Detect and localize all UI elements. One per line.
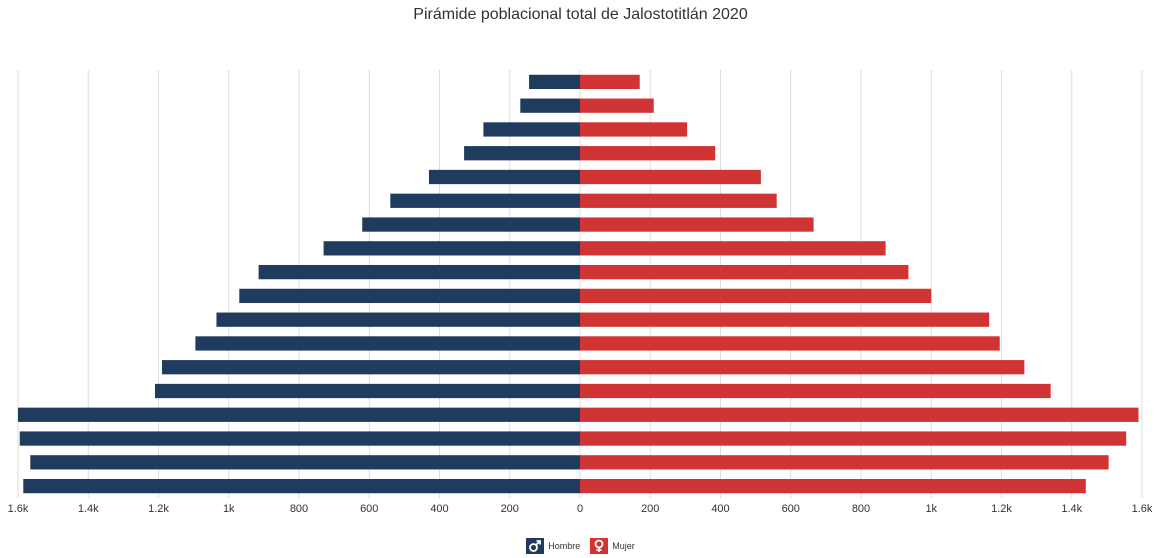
population-pyramid-chart: 1.6k 1.4k 1.2k 1k 800 600 400 200 0 200 400 600 800 1… bbox=[8, 70, 1153, 515]
bar-hombre[interactable] bbox=[520, 98, 580, 113]
x-axis: 1.6k 1.4k 1.2k 1k 800 600 400 200 0 200 400 600 800 1… bbox=[8, 503, 1153, 515]
x-tick-label: 1k bbox=[925, 503, 937, 515]
bar-hombre[interactable] bbox=[239, 288, 580, 304]
bar-hombre[interactable] bbox=[483, 122, 580, 137]
bar-hombre[interactable] bbox=[195, 336, 580, 351]
legend-item-mujer[interactable]: Mujer bbox=[590, 538, 635, 554]
x-tick-label: 1.4k bbox=[78, 503, 99, 515]
bar-mujer[interactable] bbox=[580, 383, 1051, 399]
legend: Hombre Mujer bbox=[0, 538, 1161, 554]
bar-mujer[interactable] bbox=[580, 431, 1127, 446]
bar-hombre[interactable] bbox=[23, 478, 581, 494]
bar-hombre[interactable] bbox=[154, 383, 581, 399]
x-tick-label: 1.6k bbox=[8, 503, 29, 515]
bar-mujer[interactable] bbox=[580, 74, 640, 90]
x-tick-label: 400 bbox=[430, 503, 448, 515]
bar-mujer[interactable] bbox=[580, 407, 1139, 422]
bar-mujer[interactable] bbox=[580, 169, 761, 185]
bar-hombre[interactable] bbox=[362, 217, 580, 232]
bar-mujer[interactable] bbox=[580, 360, 1025, 375]
bar-mujer[interactable] bbox=[580, 455, 1109, 470]
x-tick-label: 600 bbox=[360, 503, 378, 515]
legend-item-hombre[interactable]: Hombre bbox=[526, 538, 580, 554]
x-tick-label: 1.6k bbox=[1132, 503, 1153, 515]
x-tick-label: 600 bbox=[782, 503, 800, 515]
x-tick-label: 1.2k bbox=[148, 503, 169, 515]
bars bbox=[18, 74, 1139, 494]
x-tick-label: 200 bbox=[501, 503, 519, 515]
legend-label-mujer: Mujer bbox=[612, 541, 635, 551]
bar-hombre[interactable] bbox=[19, 431, 581, 446]
bar-mujer[interactable] bbox=[580, 193, 777, 208]
x-tick-label: 200 bbox=[641, 503, 659, 515]
x-tick-label: 1k bbox=[223, 503, 235, 515]
bar-mujer[interactable] bbox=[580, 122, 688, 137]
bar-hombre[interactable] bbox=[390, 193, 580, 208]
bar-mujer[interactable] bbox=[580, 217, 814, 232]
bar-hombre[interactable] bbox=[428, 169, 580, 185]
bar-mujer[interactable] bbox=[580, 98, 654, 113]
bar-hombre[interactable] bbox=[216, 312, 581, 327]
x-tick-label: 0 bbox=[577, 503, 583, 515]
female-icon bbox=[590, 538, 609, 554]
bar-mujer[interactable] bbox=[580, 312, 990, 327]
bar-hombre[interactable] bbox=[30, 455, 580, 470]
bar-hombre[interactable] bbox=[464, 146, 580, 161]
x-tick-label: 1.2k bbox=[991, 503, 1012, 515]
bar-mujer[interactable] bbox=[580, 336, 1000, 351]
x-tick-label: 1.4k bbox=[1061, 503, 1082, 515]
bar-hombre[interactable] bbox=[529, 74, 580, 90]
bar-mujer[interactable] bbox=[580, 146, 716, 161]
x-tick-label: 400 bbox=[711, 503, 729, 515]
bar-mujer[interactable] bbox=[580, 241, 886, 256]
x-tick-label: 800 bbox=[290, 503, 308, 515]
bar-hombre[interactable] bbox=[323, 241, 580, 256]
x-tick-label: 800 bbox=[852, 503, 870, 515]
bar-mujer[interactable] bbox=[580, 288, 932, 304]
chart-title: Pirámide poblacional total de Jalostotit… bbox=[413, 6, 748, 23]
bar-mujer[interactable] bbox=[580, 478, 1086, 494]
bar-hombre[interactable] bbox=[18, 407, 580, 422]
bar-hombre[interactable] bbox=[162, 360, 580, 375]
bar-hombre[interactable] bbox=[258, 264, 580, 280]
bar-mujer[interactable] bbox=[580, 264, 909, 280]
gridlines bbox=[17, 70, 1143, 498]
legend-label-hombre: Hombre bbox=[548, 541, 581, 551]
male-icon bbox=[526, 538, 545, 554]
